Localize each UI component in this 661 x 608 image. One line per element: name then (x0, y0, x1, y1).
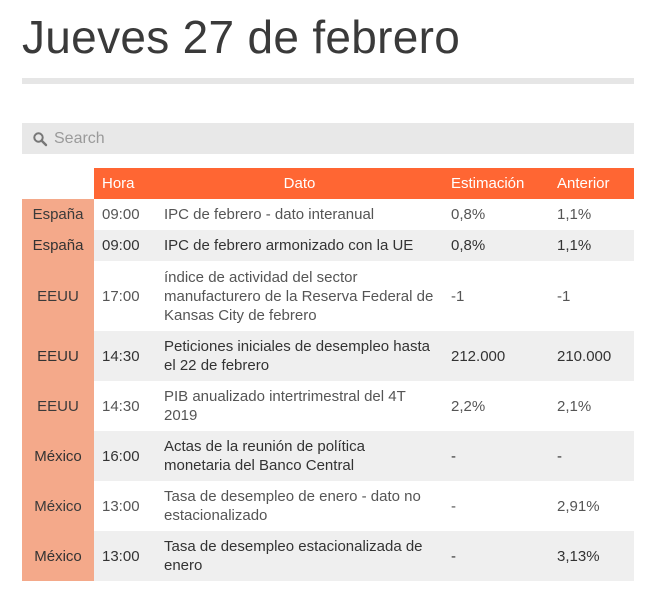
estimate-cell: 212.000 (443, 331, 549, 381)
table-row: España 09:00 IPC de febrero armonizado c… (22, 230, 634, 261)
table-header-row: Hora Dato Estimación Anterior (22, 168, 634, 199)
country-cell: México (22, 481, 94, 531)
previous-cell: - (549, 431, 634, 481)
col-header-estimacion[interactable]: Estimación (443, 168, 549, 199)
time-cell: 09:00 (94, 199, 156, 230)
country-cell: España (22, 199, 94, 230)
previous-cell: 1,1% (549, 199, 634, 230)
time-cell: 09:00 (94, 230, 156, 261)
event-cell: Actas de la reunión de política monetari… (156, 431, 443, 481)
country-cell: EEUU (22, 331, 94, 381)
estimate-cell: - (443, 431, 549, 481)
previous-cell: 3,13% (549, 531, 634, 581)
previous-cell: 2,1% (549, 381, 634, 431)
previous-cell: 2,91% (549, 481, 634, 531)
country-cell: México (22, 531, 94, 581)
previous-cell: 1,1% (549, 230, 634, 261)
estimate-cell: - (443, 531, 549, 581)
estimate-cell: 0,8% (443, 230, 549, 261)
time-cell: 14:30 (94, 331, 156, 381)
table-row: EEUU 17:00 índice de actividad del secto… (22, 261, 634, 331)
time-cell: 16:00 (94, 431, 156, 481)
event-cell: IPC de febrero armonizado con la UE (156, 230, 443, 261)
search-icon (33, 131, 48, 146)
table-row: EEUU 14:30 PIB anualizado intertrimestra… (22, 381, 634, 431)
estimate-cell: -1 (443, 261, 549, 331)
col-header-anterior[interactable]: Anterior (549, 168, 634, 199)
event-cell: Tasa de desempleo estacionalizada de ene… (156, 531, 443, 581)
estimate-cell: - (443, 481, 549, 531)
country-cell: EEUU (22, 261, 94, 331)
search-bar (22, 123, 634, 154)
table-row: México 13:00 Tasa de desempleo de enero … (22, 481, 634, 531)
table-row: España 09:00 IPC de febrero - dato inter… (22, 199, 634, 230)
estimate-cell: 0,8% (443, 199, 549, 230)
event-cell: Peticiones iniciales de desempleo hasta … (156, 331, 443, 381)
event-cell: IPC de febrero - dato interanual (156, 199, 443, 230)
table-row: México 16:00 Actas de la reunión de polí… (22, 431, 634, 481)
col-header-dato[interactable]: Dato (156, 168, 443, 199)
event-cell: PIB anualizado intertrimestral del 4T 20… (156, 381, 443, 431)
event-cell: Tasa de desempleo de enero - dato no est… (156, 481, 443, 531)
event-cell: índice de actividad del sector manufactu… (156, 261, 443, 331)
country-cell: México (22, 431, 94, 481)
economic-calendar-table: Hora Dato Estimación Anterior España 09:… (22, 168, 634, 581)
country-cell: España (22, 230, 94, 261)
time-cell: 17:00 (94, 261, 156, 331)
previous-cell: -1 (549, 261, 634, 331)
col-header-hora[interactable]: Hora (94, 168, 156, 199)
estimate-cell: 2,2% (443, 381, 549, 431)
table-row: México 13:00 Tasa de desempleo estaciona… (22, 531, 634, 581)
time-cell: 13:00 (94, 531, 156, 581)
col-header-pais (22, 168, 94, 199)
table-row: EEUU 14:30 Peticiones iniciales de desem… (22, 331, 634, 381)
time-cell: 14:30 (94, 381, 156, 431)
previous-cell: 210.000 (549, 331, 634, 381)
search-input[interactable] (54, 129, 614, 148)
title-divider (22, 78, 634, 84)
time-cell: 13:00 (94, 481, 156, 531)
page-title: Jueves 27 de febrero (22, 11, 461, 63)
country-cell: EEUU (22, 381, 94, 431)
